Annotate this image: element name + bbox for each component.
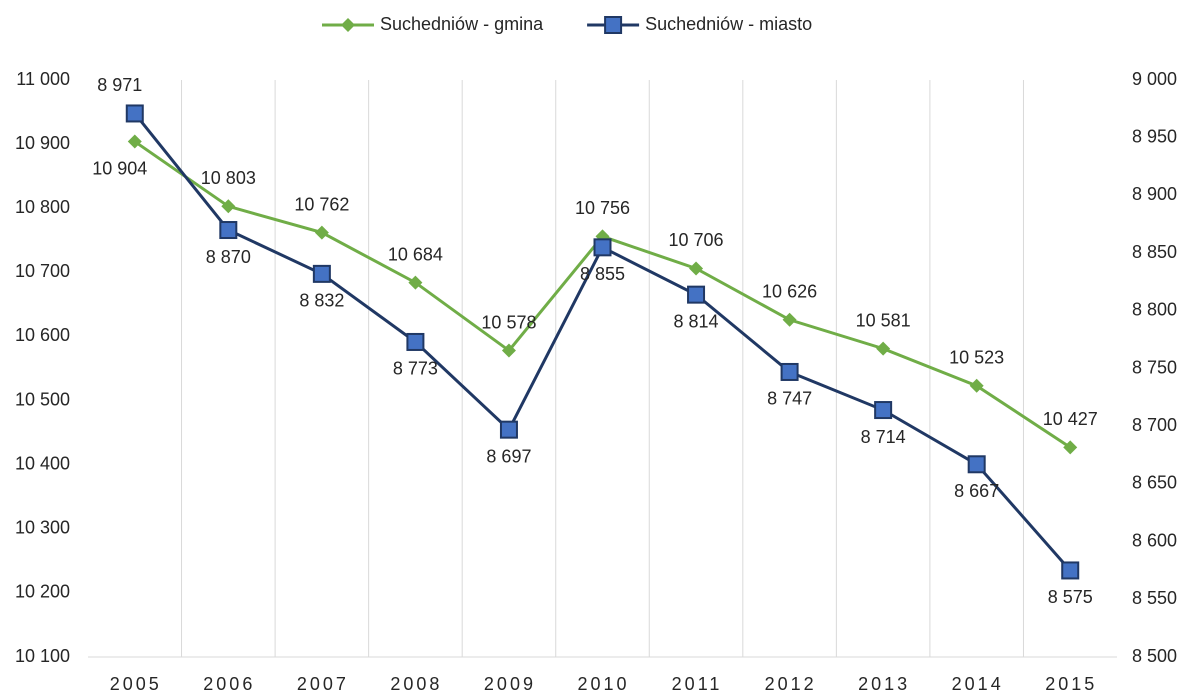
data-label: 10 626 <box>762 282 817 302</box>
data-point <box>782 312 797 327</box>
y-tick-label: 10 300 <box>15 518 70 538</box>
data-point <box>125 104 144 123</box>
data-label: 8 714 <box>861 427 906 447</box>
y2-tick-label: 8 500 <box>1132 646 1177 666</box>
data-label: 10 578 <box>481 312 536 332</box>
data-label: 10 803 <box>201 168 256 188</box>
y2-tick-label: 8 800 <box>1132 300 1177 320</box>
data-label: 8 870 <box>206 247 251 267</box>
data-label: 10 762 <box>294 194 349 214</box>
y2-tick-label: 8 900 <box>1132 184 1177 204</box>
y2-tick-label: 8 850 <box>1132 242 1177 262</box>
y2-tick-label: 8 750 <box>1132 357 1177 377</box>
y2-tick-label: 8 950 <box>1132 126 1177 146</box>
x-tick-label: 2011 <box>672 674 723 693</box>
y-tick-label: 10 400 <box>15 453 70 473</box>
data-label: 10 684 <box>388 244 443 264</box>
data-label: 8 832 <box>299 291 344 311</box>
data-label: 8 773 <box>393 359 438 379</box>
data-label: 10 581 <box>856 310 911 330</box>
data-label: 10 756 <box>575 198 630 218</box>
data-label: 10 904 <box>92 158 147 178</box>
y2-tick-label: 9 000 <box>1132 69 1177 89</box>
x-tick-label: 2014 <box>952 674 1004 693</box>
data-point <box>876 341 891 356</box>
data-point <box>221 199 236 214</box>
data-label: 10 427 <box>1043 409 1098 429</box>
legend-label: Suchedniów - gmina <box>380 14 544 34</box>
y2-tick-label: 8 550 <box>1132 588 1177 608</box>
data-label: 10 523 <box>949 348 1004 368</box>
data-point <box>408 275 423 290</box>
data-label: 8 697 <box>486 446 531 466</box>
x-tick-label: 2008 <box>390 674 442 693</box>
x-tick-label: 2007 <box>297 674 349 693</box>
x-tick-label: 2005 <box>110 674 162 693</box>
data-point <box>969 378 984 393</box>
y2-tick-label: 8 700 <box>1132 415 1177 435</box>
y-tick-label: 11 000 <box>16 69 70 89</box>
y-tick-label: 10 600 <box>15 325 70 345</box>
y2-tick-label: 8 650 <box>1132 473 1177 493</box>
y2-tick-label: 8 600 <box>1132 530 1177 550</box>
data-point <box>127 134 142 149</box>
data-point <box>312 264 331 283</box>
x-tick-label: 2009 <box>484 674 536 693</box>
data-point <box>314 225 329 240</box>
data-label: 10 706 <box>669 230 724 250</box>
data-label: 8 667 <box>954 481 999 501</box>
data-point <box>780 362 799 381</box>
x-tick-label: 2015 <box>1045 674 1097 693</box>
y-tick-label: 10 100 <box>15 646 70 666</box>
x-tick-label: 2013 <box>858 674 910 693</box>
y-tick-label: 10 900 <box>15 133 70 153</box>
data-point <box>219 221 238 240</box>
data-label: 8 575 <box>1048 587 1093 607</box>
y-tick-label: 10 800 <box>15 197 70 217</box>
data-point <box>499 420 518 439</box>
data-point <box>689 261 704 276</box>
data-point <box>687 285 706 304</box>
x-tick-label: 2012 <box>765 674 817 693</box>
data-label: 8 814 <box>674 311 719 331</box>
legend-marker <box>341 18 355 32</box>
legend-marker <box>604 16 623 34</box>
data-label: 8 747 <box>767 389 812 409</box>
y-tick-label: 10 200 <box>15 582 70 602</box>
data-point <box>874 401 893 420</box>
legend-label: Suchedniów - miasto <box>645 14 812 34</box>
y-tick-label: 10 500 <box>15 389 70 409</box>
x-tick-label: 2010 <box>577 674 629 693</box>
y-tick-label: 10 700 <box>15 261 70 281</box>
data-point <box>1061 561 1080 580</box>
data-label: 8 855 <box>580 264 625 284</box>
data-point <box>501 343 516 358</box>
data-point <box>1063 440 1078 455</box>
x-tick-label: 2006 <box>203 674 255 693</box>
data-point <box>593 238 612 257</box>
data-point <box>967 455 986 474</box>
data-label: 8 971 <box>97 75 142 95</box>
data-point <box>406 332 425 351</box>
